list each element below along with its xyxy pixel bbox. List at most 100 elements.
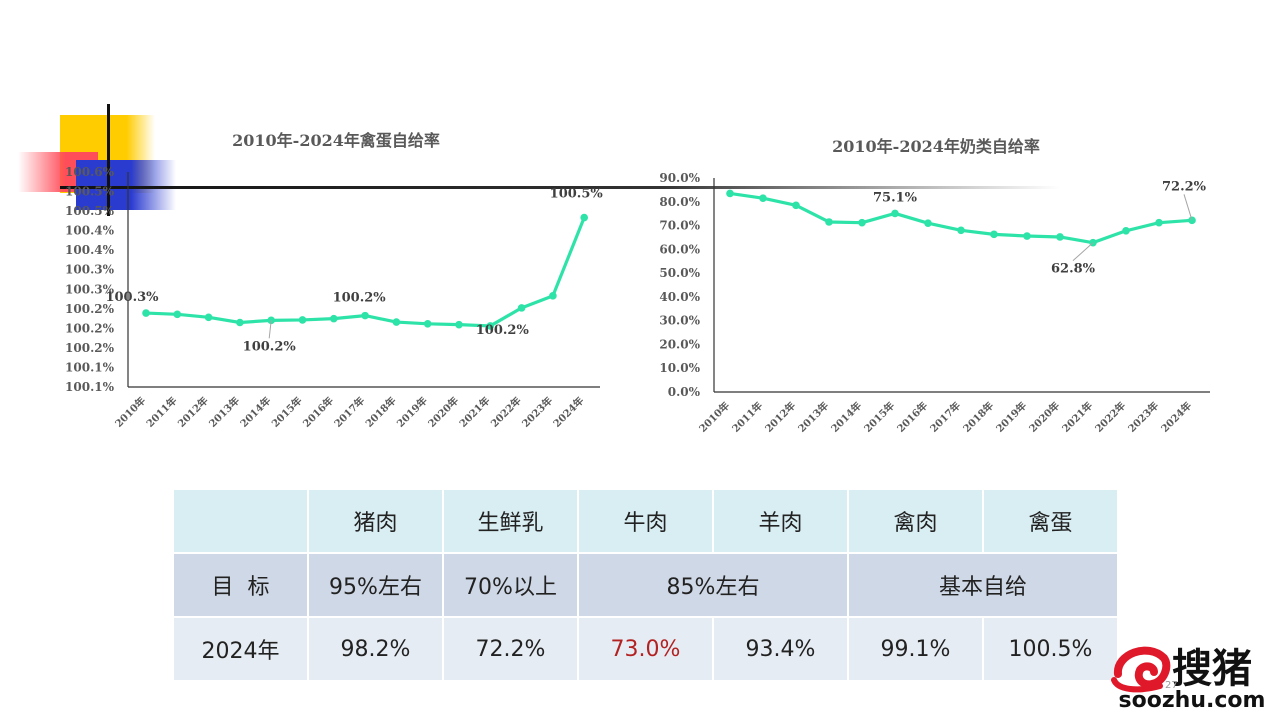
x-tick-label: 2015年 [269, 394, 305, 430]
target-poultry-egg: 基本自给 [847, 552, 1119, 618]
data-point [580, 213, 588, 222]
y-tick-label: 100.5% [65, 204, 115, 218]
x-tick-label: 2011年 [143, 394, 179, 430]
chart-milk-self-sufficiency: 2010年-2024年奶类自给率 0.0% 10.0% 20.0% 30.0% 40.0%… [659, 137, 1210, 435]
y-tick-label: 100.1% [65, 380, 115, 394]
deco-vertical-line [107, 104, 110, 216]
x-tick-label: 2012年 [762, 399, 798, 435]
y-tick-label: 60.0% [659, 242, 700, 256]
data-label-leader [1072, 242, 1094, 262]
table-header-cell [172, 488, 309, 554]
data-label-leader [268, 320, 272, 339]
x-tick-label: 2024年 [1158, 399, 1194, 435]
x-tick-label: 2014年 [237, 394, 273, 430]
x-tick-label: 2023年 [519, 394, 555, 430]
data-label: 62.8% [1051, 262, 1096, 277]
chart-title: 2010年-2024年禽蛋自给率 [232, 131, 440, 150]
y-tick-label: 70.0% [659, 219, 700, 233]
data-point [142, 309, 150, 317]
data-point [298, 316, 307, 324]
table-year-row: 2024年 98.2% 72.2% 73.0% 93.4% 99.1% 100.… [172, 616, 1119, 682]
target-pork: 95%左右 [307, 552, 444, 618]
x-tick-label: 2017年 [927, 399, 963, 435]
y-tick-label: 100.1% [65, 360, 115, 374]
logo-chinese-text: 搜猪 [1172, 645, 1252, 692]
data-point [486, 322, 495, 330]
soozhu-logo-icon [1111, 646, 1171, 693]
data-point [825, 218, 833, 226]
table-header-cell: 禽蛋 [982, 488, 1119, 554]
data-point [924, 219, 932, 227]
y-tick-label: 30.0% [659, 314, 700, 328]
chart-egg-self-sufficiency: 2010年-2024年禽蛋自给率 100.1% 100.1% 100.2% 100.2%… [65, 131, 603, 430]
data-point [1056, 233, 1064, 241]
data-point [455, 320, 463, 329]
y-tick-label: 90.0% [659, 171, 700, 185]
year-row-label: 2024年 [172, 616, 309, 682]
table-header-cell: 羊肉 [712, 488, 849, 554]
y-tick-label: 10.0% [659, 361, 700, 375]
self-sufficiency-table: 猪肉 生鲜乳 牛肉 羊肉 禽肉 禽蛋 目 标 95%左右 70%以上 85%左右… [172, 488, 1119, 682]
deco-blue-square [76, 160, 176, 210]
chart-title: 2010年-2024年奶类自给率 [832, 137, 1040, 156]
x-tick-label: 2016年 [300, 394, 336, 430]
table-header-cell: 禽肉 [847, 488, 984, 554]
x-tick-label: 2015年 [861, 399, 897, 435]
x-tick-label: 2011年 [729, 399, 765, 435]
x-tick-label: 2016年 [894, 399, 930, 435]
y-tick-label: 100.4% [65, 243, 115, 257]
x-tick-label: 2012年 [175, 394, 211, 430]
x-tick-label: 2021年 [456, 394, 492, 430]
x-tick-label: 2020年 [1026, 399, 1062, 435]
x-tick-label: 2013年 [795, 399, 831, 435]
x-tick-label: 2014年 [828, 399, 864, 435]
data-point [726, 189, 734, 198]
data-label: 72.2% [1162, 179, 1207, 194]
y-tick-label: 100.5% [65, 185, 115, 199]
table-header-cell: 生鲜乳 [442, 488, 579, 554]
target-milk: 70%以上 [442, 552, 579, 618]
data-label: 100.3% [105, 290, 159, 305]
data-point [517, 304, 526, 312]
y-tick-label: 100.2% [65, 321, 115, 335]
target-beef-mutton: 85%左右 [577, 552, 849, 618]
data-point [1122, 226, 1130, 235]
x-tick-label: 2018年 [363, 394, 399, 430]
y-tick-label: 0.0% [668, 385, 701, 399]
data-point [891, 209, 899, 218]
y-tick-label: 100.3% [65, 282, 115, 296]
x-tick-label: 2018年 [960, 399, 996, 435]
x-tick-label: 2022年 [1092, 399, 1128, 435]
data-label-leader [1183, 194, 1193, 221]
table-header-cell: 猪肉 [307, 488, 444, 554]
data-point [330, 314, 338, 323]
y-tick-label: 100.3% [65, 263, 115, 277]
table-header-row: 猪肉 生鲜乳 牛肉 羊肉 禽肉 禽蛋 [172, 488, 1119, 554]
year-poultry: 99.1% [847, 616, 984, 682]
data-point [1023, 232, 1031, 240]
y-tick-label: 50.0% [659, 266, 700, 280]
data-label: 75.1% [873, 190, 918, 205]
data-point [990, 230, 998, 239]
x-tick-label: 2019年 [993, 399, 1029, 435]
data-point [236, 318, 244, 327]
x-tick-label: 2022年 [488, 394, 524, 430]
data-point [392, 318, 401, 326]
table-target-row: 目 标 95%左右 70%以上 85%左右 基本自给 [172, 552, 1119, 618]
data-point [792, 201, 800, 210]
data-point [1155, 218, 1163, 227]
year-pork: 98.2% [307, 616, 444, 682]
logo-url-text: soozhu.com [1118, 688, 1266, 713]
x-tick-label: 2010年 [112, 394, 148, 430]
deco-horizontal-line [60, 186, 1060, 189]
target-row-label: 目 标 [172, 552, 309, 618]
data-point [173, 310, 182, 319]
y-tick-label: 100.2% [65, 341, 115, 355]
x-tick-label: 2010年 [696, 399, 732, 435]
y-tick-label: 40.0% [659, 290, 700, 304]
table-header-cell: 牛肉 [577, 488, 714, 554]
x-tick-label: 2024年 [550, 394, 586, 430]
data-label: 100.2% [476, 323, 530, 338]
year-beef: 73.0% [577, 616, 714, 682]
year-milk: 72.2% [442, 616, 579, 682]
